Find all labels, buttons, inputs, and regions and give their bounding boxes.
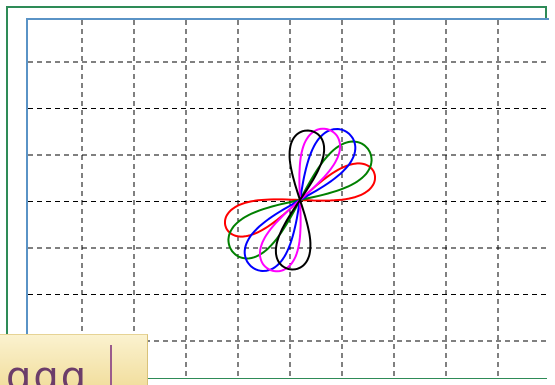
corner-divider	[110, 345, 112, 385]
series-curve-5	[274, 129, 326, 271]
plot-svg	[28, 20, 549, 378]
plot-area	[26, 18, 549, 378]
corner-widget[interactable]: ɑɑɑ	[0, 334, 148, 385]
corner-glyphs: ɑɑɑ	[6, 354, 89, 385]
